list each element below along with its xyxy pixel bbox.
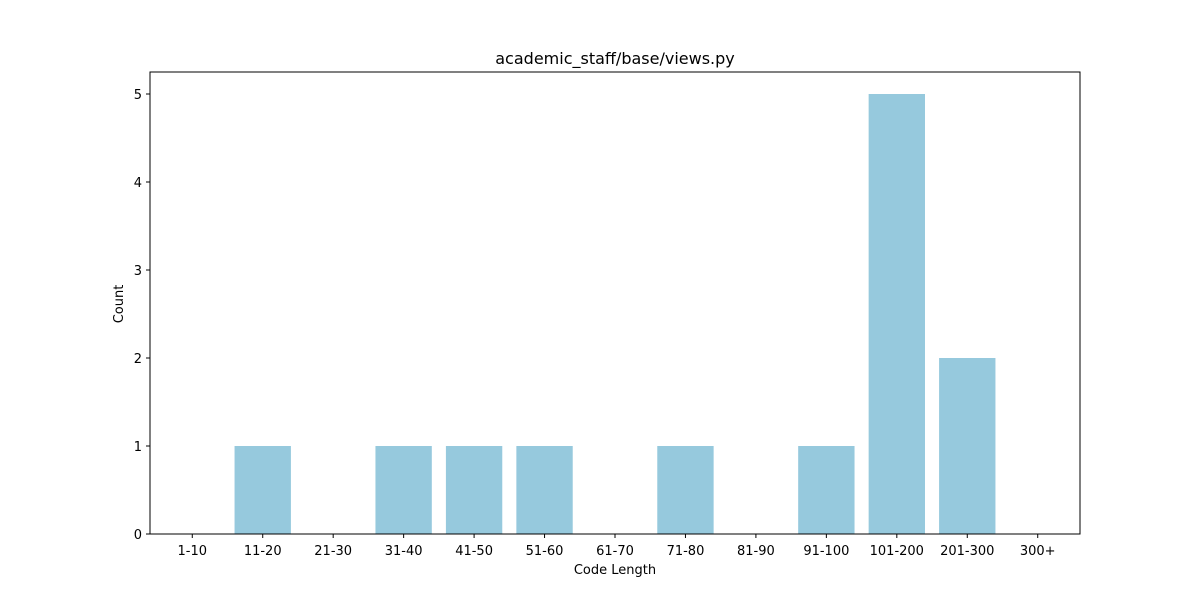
x-tick-label: 1-10 (178, 544, 208, 559)
x-tick-label: 61-70 (596, 544, 634, 559)
y-tick-label: 1 (134, 440, 142, 455)
x-tick-label: 21-30 (314, 544, 352, 559)
bar-41-50 (445, 446, 503, 534)
x-tick-label: 41-50 (455, 544, 493, 559)
x-tick-label: 81-90 (737, 544, 775, 559)
y-axis: 0 1 2 3 4 5 (134, 88, 150, 543)
bar-71-80 (657, 446, 714, 534)
bar-31-40 (375, 446, 432, 534)
x-tick-label: 300+ (1020, 544, 1056, 559)
x-tick-label: 31-40 (385, 544, 423, 559)
y-tick-label: 5 (134, 88, 142, 103)
bar-91-100 (798, 446, 855, 534)
x-tick-label: 11-20 (244, 544, 282, 559)
x-tick-label: 201-300 (940, 544, 994, 559)
x-tick-label: 51-60 (526, 544, 564, 559)
bar-51-60 (516, 446, 573, 534)
x-axis: 1-10 11-20 21-30 31-40 41-50 51-60 61-70 71-80 8… (178, 534, 1056, 559)
x-tick-label: 71-80 (667, 544, 705, 559)
y-tick-label: 4 (134, 176, 142, 191)
bar-101-200 (868, 94, 925, 534)
bar-11-20 (234, 446, 291, 534)
y-axis-label: Count (112, 285, 127, 324)
x-tick-label: 91-100 (803, 544, 849, 559)
x-axis-label: Code Length (574, 563, 656, 578)
y-tick-label: 0 (134, 528, 142, 543)
bars-group (234, 94, 996, 534)
y-tick-label: 3 (134, 264, 142, 279)
x-tick-label: 101-200 (870, 544, 924, 559)
y-tick-label: 2 (134, 352, 142, 367)
chart-title: academic_staff/base/views.py (495, 49, 734, 69)
bar-201-300 (939, 358, 996, 534)
